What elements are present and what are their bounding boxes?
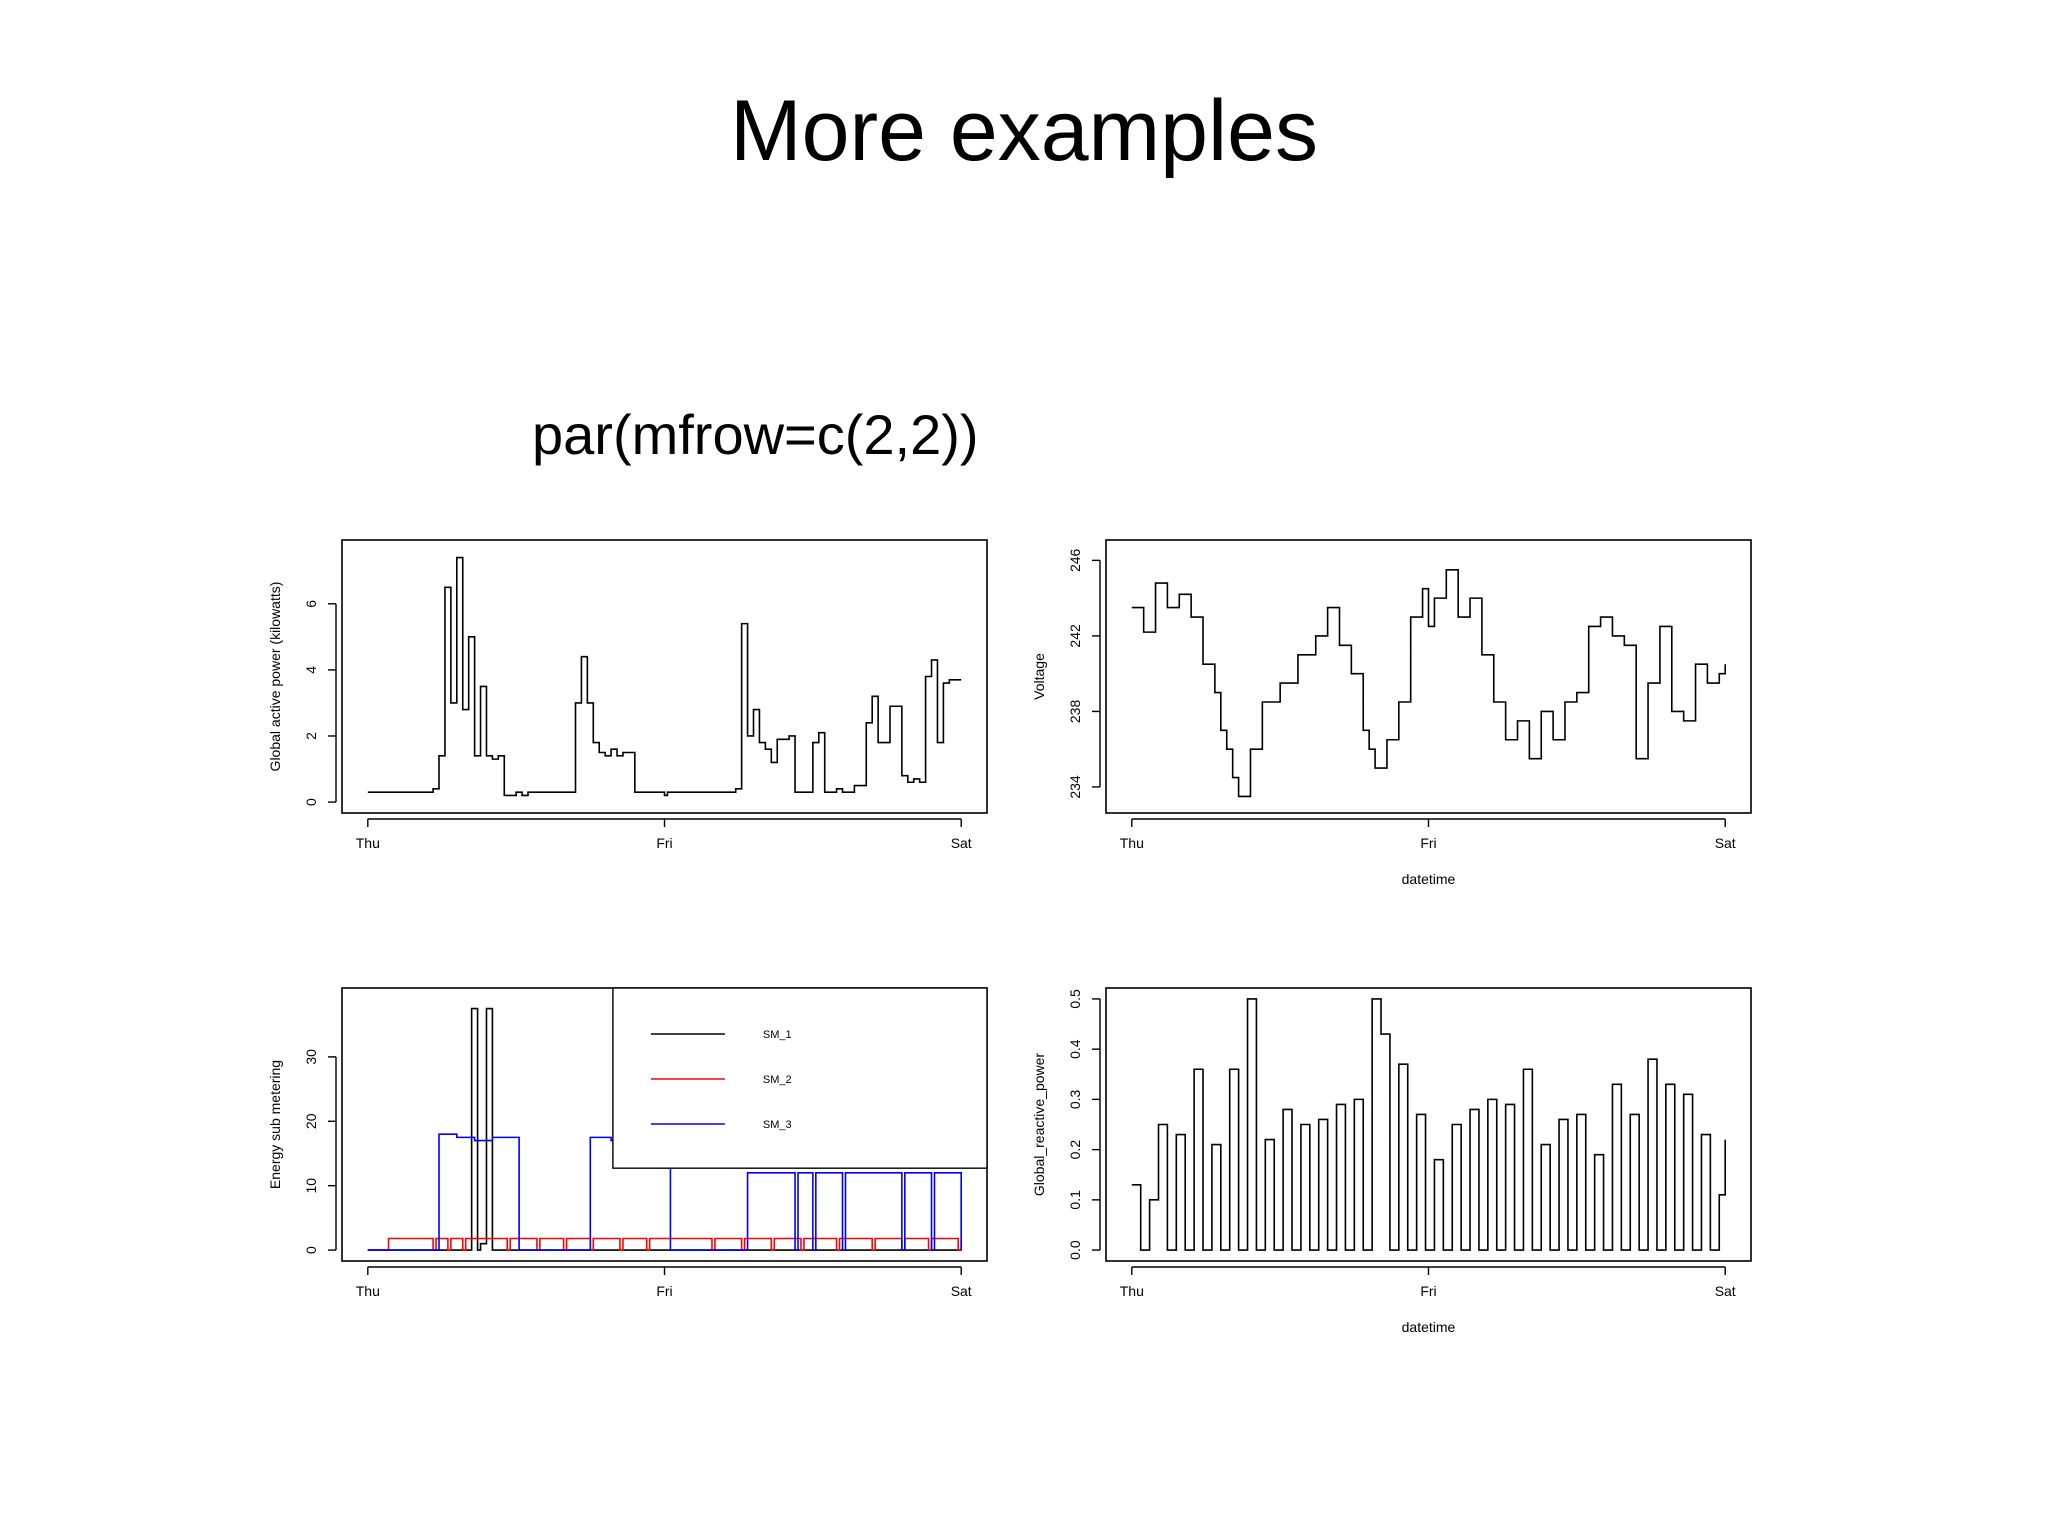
code-line: par(mfrow=c(2,2)) [532, 403, 979, 466]
y-tick-label: 0 [303, 798, 319, 806]
y-axis-label: Global active power (kilowatts) [267, 582, 283, 772]
y-tick-label: 234 [1067, 775, 1083, 799]
slide-title: More examples [730, 83, 1318, 179]
x-axis-label: datetime [1402, 871, 1456, 887]
x-tick-label: Thu [1120, 1283, 1144, 1299]
y-tick-label: 0.2 [1067, 1140, 1083, 1160]
y-axis-label: Voltage [1031, 653, 1047, 700]
x-tick-label: Fri [1420, 1283, 1436, 1299]
series-line-main [367, 556, 962, 797]
x-tick-label: Sat [951, 1283, 972, 1299]
y-tick-label: 20 [303, 1113, 319, 1129]
plot-frame [1105, 539, 1752, 814]
y-tick-label: 6 [303, 600, 319, 608]
y-tick-label: 0.1 [1067, 1190, 1083, 1210]
x-tick-label: Fri [1420, 835, 1436, 851]
y-tick-label: 0.4 [1067, 1039, 1083, 1059]
legend: SM_1 SM_2 SM_3 [612, 987, 988, 1169]
y-tick-label: 10 [303, 1178, 319, 1194]
x-tick-label: Sat [951, 835, 972, 851]
series-line-sm-1 [367, 1007, 962, 1251]
legend-label: SM_2 [763, 1074, 792, 1086]
series-line-sm-2 [367, 1237, 963, 1251]
legend-box [612, 987, 988, 1169]
series-line-main [1131, 569, 1726, 798]
x-axis-label: datetime [1402, 1319, 1456, 1335]
series-line-main [1131, 998, 1726, 1251]
x-tick-label: Fri [656, 835, 672, 851]
x-tick-label: Fri [656, 1283, 672, 1299]
legend-label: SM_3 [763, 1119, 792, 1131]
x-tick-label: Thu [356, 835, 380, 851]
x-tick-label: Thu [356, 1283, 380, 1299]
legend-label: SM_1 [763, 1029, 792, 1041]
panel-voltage: Thu Fri Sat datetime 234 238 242 246 Voltage [1031, 539, 1752, 887]
y-axis-label: Global_reactive_power [1031, 1053, 1047, 1197]
y-tick-label: 0 [303, 1246, 319, 1254]
plot-frame [341, 539, 988, 814]
panel-global-active-power: Thu Fri Sat 0 2 4 6 Global active power (kilowa… [267, 539, 988, 851]
y-tick-label: 246 [1067, 548, 1083, 572]
y-tick-label: 0.0 [1067, 1240, 1083, 1260]
y-tick-label: 30 [303, 1049, 319, 1065]
y-tick-label: 0.3 [1067, 1089, 1083, 1109]
x-tick-label: Sat [1715, 1283, 1736, 1299]
y-tick-label: 238 [1067, 700, 1083, 724]
plot-frame [1105, 987, 1752, 1262]
panel-global-reactive-power: Thu Fri Sat datetime 0.0 0.1 0.2 0.3 0.4 0.5 Globa… [1031, 987, 1752, 1335]
y-tick-label: 242 [1067, 624, 1083, 648]
y-tick-label: 4 [303, 666, 319, 674]
x-tick-label: Sat [1715, 835, 1736, 851]
y-tick-label: 0.5 [1067, 989, 1083, 1009]
y-axis-label: Energy sub metering [267, 1060, 283, 1189]
x-tick-label: Thu [1120, 835, 1144, 851]
y-tick-label: 2 [303, 732, 319, 740]
